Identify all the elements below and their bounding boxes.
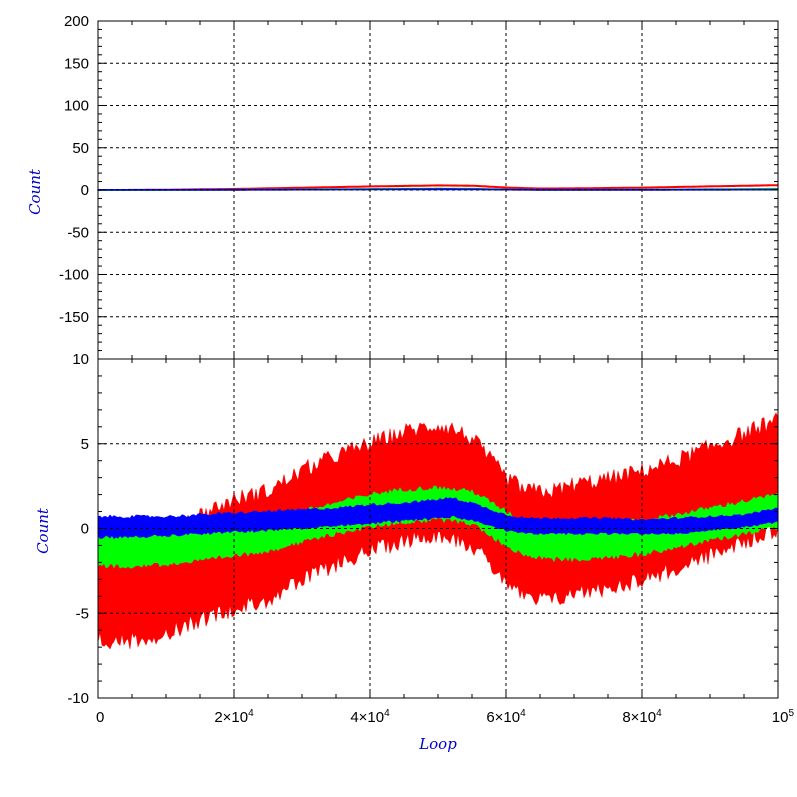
x-axis-label: Loop xyxy=(418,735,457,753)
x-tick-label: 6×104 xyxy=(486,708,526,726)
y-tick-label-top: -100 xyxy=(59,267,89,284)
y-axis-label-bottom: Count xyxy=(34,507,52,554)
y-tick-label-top: -150 xyxy=(59,309,89,326)
y-tick-label-top: 0 xyxy=(81,182,89,199)
x-tick-label: 0 xyxy=(96,709,104,726)
y-axis-label-top: Count xyxy=(26,168,44,215)
y-tick-label-bottom: 10 xyxy=(72,351,89,368)
x-tick-label: 2×104 xyxy=(214,708,254,726)
y-tick-label-bottom: 5 xyxy=(81,436,89,453)
y-tick-label-top: -50 xyxy=(67,224,89,241)
grid-lines xyxy=(98,21,778,698)
y-tick-label-bottom: 0 xyxy=(81,521,89,538)
y-tick-label-top: 150 xyxy=(64,55,89,72)
y-tick-label-top: 100 xyxy=(64,98,89,115)
y-tick-label-bottom: -5 xyxy=(76,605,89,622)
tick-marks xyxy=(97,20,779,699)
x-tick-label: 4×104 xyxy=(350,708,390,726)
data-bands xyxy=(97,184,779,650)
y-tick-label-bottom: -10 xyxy=(67,690,89,707)
x-tick-label: 105 xyxy=(772,708,795,726)
y-tick-label-top: 200 xyxy=(64,13,89,30)
y-tick-label-top: 50 xyxy=(72,140,89,157)
x-tick-label: 8×104 xyxy=(622,708,662,726)
